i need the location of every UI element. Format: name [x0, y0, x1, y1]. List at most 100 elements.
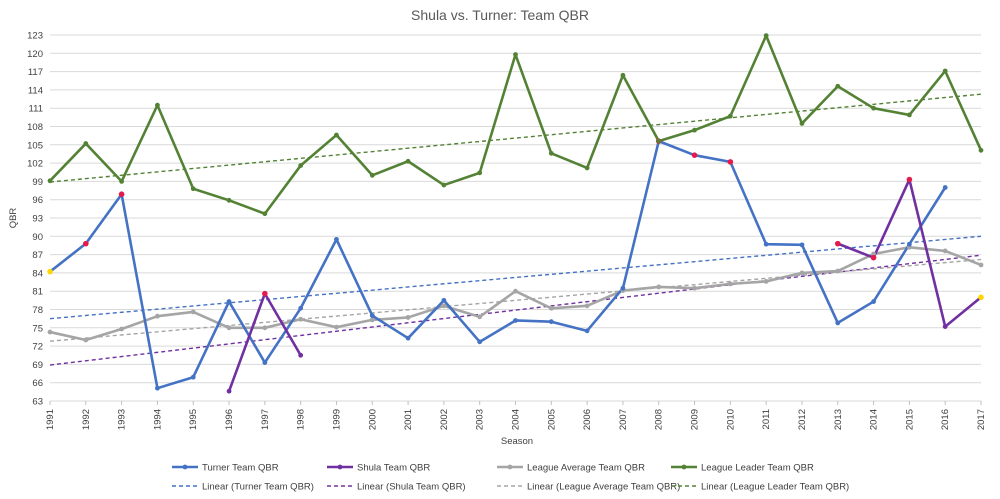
trendline	[49, 235, 982, 320]
data-point	[190, 309, 196, 315]
trendline	[49, 254, 982, 366]
series-line	[49, 139, 947, 390]
data-point	[942, 248, 948, 254]
data-point	[405, 158, 411, 164]
data-point	[441, 297, 447, 303]
legend-label: Linear (Turner Team QBR)	[202, 482, 314, 493]
data-point	[334, 132, 339, 138]
y-tick-label: 117	[28, 67, 43, 78]
data-point	[155, 102, 160, 108]
legend-label: Linear (Shula Team QBR)	[357, 482, 466, 493]
data-point	[226, 388, 232, 394]
data-point	[584, 328, 590, 334]
data-point	[513, 318, 518, 323]
data-point	[405, 335, 411, 341]
data-point	[83, 240, 89, 247]
data-point	[119, 326, 125, 332]
legend-label: Turner Team QBR	[202, 463, 279, 474]
data-point	[513, 52, 518, 57]
trendline	[49, 93, 982, 183]
legend-marker	[507, 464, 513, 470]
data-point	[584, 303, 590, 309]
y-tick-label: 123	[27, 31, 43, 42]
legend-label: Linear (League Average Team QBR)	[527, 482, 680, 493]
data-point	[298, 305, 304, 311]
data-point	[656, 138, 662, 144]
x-axis-label: Season	[501, 436, 533, 447]
y-tick-label: 81	[32, 287, 43, 298]
data-point	[477, 170, 483, 176]
x-tick-label: 1999	[331, 409, 342, 430]
data-point	[262, 211, 268, 217]
legend-label: Linear (League Leader Team QBR)	[701, 482, 849, 493]
data-point	[83, 141, 89, 146]
data-point	[477, 339, 483, 345]
data-point	[298, 316, 304, 322]
data-point	[369, 172, 375, 178]
y-tick-label: 108	[27, 122, 43, 133]
legend: Turner Team QBR Shula Team QBR League Aver…	[172, 463, 849, 493]
x-tick-label: 2015	[904, 409, 915, 430]
x-axis-ticks: 1991 1992 1993 1994 1995 1996 1997 1998 1999 2000…	[45, 401, 987, 430]
x-tick-label: 2012	[797, 409, 808, 430]
x-tick-label: 1996	[224, 409, 235, 430]
data-point	[262, 360, 268, 365]
data-point	[906, 241, 912, 247]
y-tick-label: 69	[32, 360, 43, 371]
legend-marker	[337, 464, 343, 470]
data-point	[763, 279, 769, 284]
data-point	[226, 197, 232, 203]
y-tick-label: 105	[27, 140, 43, 151]
data-point	[692, 127, 697, 133]
data-point	[727, 113, 733, 119]
x-tick-label: 1997	[260, 409, 271, 430]
data-point	[763, 241, 769, 247]
x-tick-label: 2014	[869, 409, 880, 430]
trendline	[49, 258, 982, 342]
data-point	[835, 268, 841, 274]
data-point	[870, 254, 877, 261]
x-tick-label: 2006	[582, 409, 593, 430]
data-point	[835, 320, 841, 326]
data-point	[548, 150, 554, 156]
legend-label: Shula Team QBR	[357, 463, 430, 474]
data-point	[47, 178, 53, 184]
y-tick-label: 72	[32, 342, 43, 353]
data-point	[405, 315, 411, 320]
data-point	[799, 270, 805, 276]
y-tick-label: 120	[27, 49, 43, 60]
legend-label: League Leader Team QBR	[701, 463, 814, 474]
data-point	[906, 112, 912, 118]
data-point	[942, 68, 948, 74]
data-point	[834, 240, 841, 247]
y-tick-label: 90	[32, 232, 43, 243]
data-point	[513, 288, 518, 294]
data-point	[190, 374, 196, 380]
data-point	[871, 299, 876, 304]
x-tick-label: 2008	[654, 409, 665, 430]
data-point	[620, 72, 626, 78]
trendlines	[49, 93, 982, 366]
data-point	[334, 324, 339, 330]
y-tick-label: 93	[32, 214, 43, 225]
x-tick-label: 2016	[940, 409, 951, 430]
data-point	[190, 186, 196, 192]
x-tick-label: 1995	[188, 409, 199, 430]
data-point	[835, 83, 841, 89]
y-axis-label: QBR	[8, 208, 19, 229]
y-tick-label: 111	[29, 104, 43, 115]
data-point	[727, 159, 734, 165]
x-tick-label: 2010	[725, 409, 736, 430]
data-point	[799, 242, 805, 248]
legend-marker	[182, 464, 188, 470]
data-point	[83, 337, 89, 343]
data-point	[441, 182, 447, 188]
data-point	[47, 268, 53, 275]
data-point	[262, 290, 268, 297]
data-point	[942, 185, 948, 190]
data-markers	[47, 33, 984, 394]
legend-label: League Average Team QBR	[527, 463, 645, 474]
data-point	[799, 121, 805, 126]
x-tick-label: 1992	[81, 409, 92, 430]
y-tick-label: 66	[32, 378, 43, 389]
